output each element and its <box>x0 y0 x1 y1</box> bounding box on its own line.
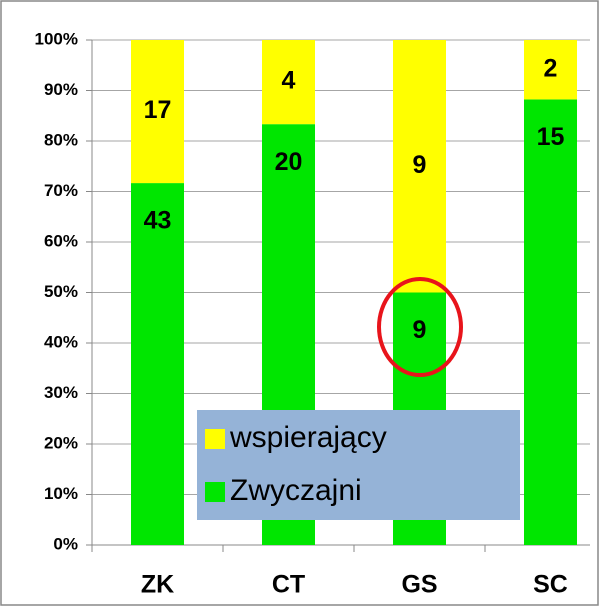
x-tick-label: GS <box>401 571 437 599</box>
bars: 43 17 20 4 9 9 15 2 <box>131 40 577 546</box>
y-tick-label: 80% <box>44 130 78 149</box>
legend-box <box>197 410 520 520</box>
data-label: 15 <box>537 123 565 151</box>
bar-segment <box>131 183 184 546</box>
annotations <box>377 277 463 377</box>
legend: wspierający Zwyczajni <box>197 410 520 520</box>
y-tick-label: 70% <box>44 181 78 200</box>
data-label: 17 <box>144 96 172 124</box>
x-tick-label: ZK <box>141 571 174 599</box>
data-label: 9 <box>413 151 427 179</box>
data-label: 2 <box>544 54 558 82</box>
legend-label: Zwyczajni <box>230 474 362 507</box>
y-tick-label: 50% <box>44 282 78 301</box>
bar-segment <box>262 40 315 125</box>
y-tick-label: 90% <box>44 80 78 99</box>
x-tick-label: CT <box>272 571 305 599</box>
y-tick-label: 100% <box>35 29 78 48</box>
data-label: 4 <box>282 67 296 95</box>
bar-segment <box>524 40 577 100</box>
legend-label: wspierający <box>229 421 387 454</box>
legend-swatch <box>205 482 225 502</box>
y-tick-label: 60% <box>44 231 78 250</box>
y-tick-label: 10% <box>44 484 78 503</box>
bar-segment <box>131 40 184 184</box>
legend-swatch <box>205 429 225 449</box>
y-tick-label: 20% <box>44 433 78 452</box>
y-tick-label: 30% <box>44 383 78 402</box>
bar-segment <box>524 99 577 545</box>
bar-segment <box>393 40 446 293</box>
data-label: 20 <box>275 148 303 176</box>
data-label: 43 <box>144 207 172 235</box>
data-label: 9 <box>413 316 427 344</box>
y-tick-label: 40% <box>44 332 78 351</box>
y-tick-label: 0% <box>53 534 78 553</box>
x-tick-label: SC <box>533 571 568 599</box>
highlight-circle <box>377 277 463 377</box>
